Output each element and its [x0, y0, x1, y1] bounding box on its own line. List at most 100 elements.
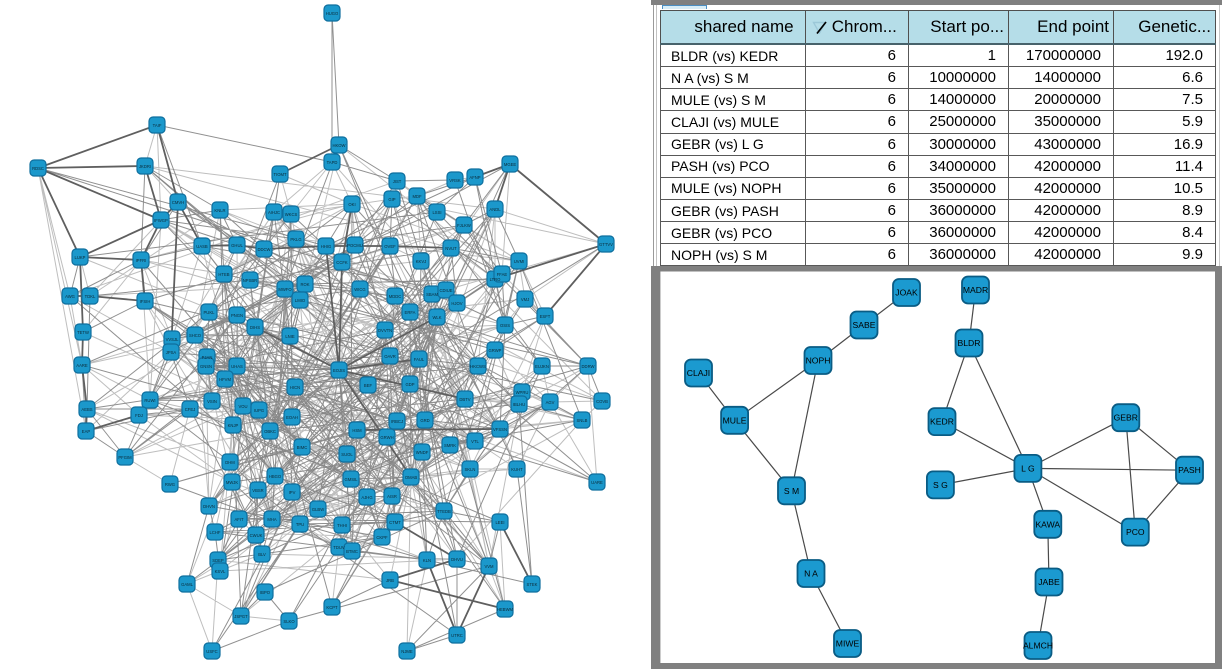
svg-text:TAIF: TAIF — [153, 123, 162, 128]
svg-text:PCO: PCO — [1126, 527, 1145, 537]
svg-text:S G: S G — [933, 480, 948, 490]
svg-text:EUJKN: EUJKN — [535, 364, 549, 369]
svg-text:STEK: STEK — [527, 582, 538, 587]
svg-text:MIWE: MIWE — [836, 639, 860, 649]
svg-text:EAP: EAP — [82, 429, 91, 434]
svg-text:VRSK: VRSK — [449, 178, 461, 183]
svg-text:IPFRI: IPFRI — [136, 258, 147, 263]
svg-text:POCMU: POCMU — [347, 243, 363, 248]
svg-text:OMAB: OMAB — [405, 475, 418, 480]
svg-text:MDDC: MDDC — [389, 294, 402, 299]
svg-text:NJME: NJME — [401, 649, 413, 654]
svg-text:IPV: IPV — [289, 490, 296, 495]
svg-text:PUKL: PUKL — [204, 310, 216, 315]
svg-text:OBKC: OBKC — [264, 429, 276, 434]
svg-text:CDIUE: CDIUE — [439, 288, 452, 293]
svg-text:THHI: THHI — [337, 523, 347, 528]
svg-text:OKI: OKI — [348, 202, 355, 207]
svg-text:GLBW: GLBW — [312, 507, 324, 512]
svg-text:LCHF: LCHF — [210, 530, 221, 535]
svg-text:GRWP: GRWP — [489, 348, 502, 353]
svg-text:OAVR: OAVR — [384, 354, 396, 359]
svg-text:N A: N A — [804, 569, 818, 579]
svg-text:HBGO: HBGO — [269, 474, 282, 479]
svg-text:AWG: AWG — [65, 294, 75, 299]
svg-text:AJHG: AJHG — [361, 495, 372, 500]
svg-text:HHIG: HHIG — [321, 244, 331, 249]
svg-text:RDSC: RDSC — [32, 166, 44, 171]
svg-text:SKLN: SKLN — [465, 467, 476, 472]
svg-text:VVM: VVM — [484, 564, 494, 569]
svg-text:DHM: DHM — [225, 460, 235, 465]
svg-text:RUWI: RUWI — [144, 398, 155, 403]
svg-text:LNIE: LNIE — [285, 334, 295, 339]
svg-text:TIOMT: TIOMT — [273, 172, 286, 177]
svg-text:MHA: MHA — [267, 517, 277, 522]
svg-text:GEBR: GEBR — [1114, 413, 1138, 423]
svg-text:WPRU: WPRU — [516, 390, 529, 395]
svg-text:TDKL: TDKL — [85, 294, 96, 299]
svg-text:MULE: MULE — [723, 415, 747, 425]
svg-text:TTEDB: TTEDB — [437, 509, 451, 514]
svg-text:HEBWM: HEBWM — [497, 607, 514, 612]
svg-text:DHVU: DHVU — [451, 557, 463, 562]
svg-text:OSIS: OSIS — [500, 323, 510, 328]
svg-text:HSM: HSM — [352, 428, 362, 433]
svg-text:OVEF: OVEF — [384, 244, 396, 249]
svg-text:BLDR: BLDR — [958, 338, 981, 348]
svg-text:LUKP: LUKP — [75, 255, 86, 260]
svg-text:MWFO: MWFO — [278, 287, 292, 292]
svg-text:CTMT: CTMT — [389, 520, 401, 525]
svg-text:ESFT: ESFT — [540, 314, 551, 319]
svg-text:FFAE: FFAE — [497, 272, 508, 277]
svg-text:EOAH: EOAH — [286, 415, 298, 420]
svg-text:UARE: UARE — [591, 480, 603, 485]
svg-text:BIMC: BIMC — [297, 445, 307, 450]
svg-text:OVVTN: OVVTN — [378, 328, 392, 333]
svg-text:HTEB: HTEB — [218, 272, 229, 277]
svg-text:VBSR: VBSR — [252, 488, 263, 493]
svg-text:UASB: UASB — [196, 244, 208, 249]
svg-text:GHUL: GHUL — [231, 243, 243, 248]
svg-text:AEBS: AEBS — [81, 407, 92, 412]
svg-text:GNSN: GNSN — [200, 364, 212, 369]
svg-text:GMSIL: GMSIL — [344, 477, 358, 482]
svg-text:IBPO: IBPO — [260, 590, 271, 595]
svg-text:PJAN: PJAN — [202, 355, 213, 360]
svg-text:VSIN: VSIN — [207, 399, 217, 404]
svg-text:CMVH: CMVH — [172, 200, 184, 205]
svg-text:MDF: MDF — [412, 194, 422, 199]
svg-text:WICG: WICG — [354, 287, 365, 292]
svg-text:WKCS: WKCS — [285, 212, 298, 217]
svg-text:PNGN: PNGN — [231, 313, 243, 318]
svg-text:HFVM: HFVM — [219, 377, 231, 382]
svg-text:VVSJL: VVSJL — [166, 337, 179, 342]
svg-text:SMRK: SMRK — [444, 443, 456, 448]
svg-text:VFSSN: VFSSN — [493, 427, 507, 432]
svg-text:TAPD: TAPD — [327, 160, 338, 165]
svg-text:FJLKW: FJLKW — [457, 223, 471, 228]
svg-text:NOPH: NOPH — [806, 356, 831, 366]
svg-text:SHCO: SHCO — [189, 333, 202, 338]
svg-text:KAWA: KAWA — [1035, 519, 1060, 529]
svg-text:SABE: SABE — [853, 320, 876, 330]
svg-text:IRBCJ: IRBCJ — [391, 419, 403, 424]
svg-text:SDEP: SDEP — [212, 558, 224, 563]
svg-text:KKVJ: KKVJ — [416, 259, 426, 264]
svg-text:SLKO: SLKO — [283, 619, 295, 624]
svg-text:KCPT: KCPT — [326, 605, 338, 610]
svg-text:IFWGP: IFWGP — [154, 218, 168, 223]
svg-text:KLN: KLN — [423, 558, 431, 563]
svg-text:DBTV: DBTV — [459, 397, 470, 402]
svg-text:AGV: AGV — [546, 400, 555, 405]
svg-text:KUHT: KUHT — [511, 467, 523, 472]
svg-text:HUGO: HUGO — [326, 11, 339, 16]
svg-text:CKPF: CKPF — [376, 535, 388, 540]
svg-text:HKCWS: HKCWS — [470, 364, 486, 369]
svg-text:SUOL: SUOL — [341, 452, 353, 457]
svg-text:DDRW: DDRW — [582, 364, 595, 369]
svg-text:UHAS: UHAS — [231, 364, 243, 369]
svg-text:SNLB: SNLB — [577, 418, 588, 423]
svg-text:CFEJ: CFEJ — [185, 407, 195, 412]
svg-text:COVB: COVB — [596, 399, 608, 404]
